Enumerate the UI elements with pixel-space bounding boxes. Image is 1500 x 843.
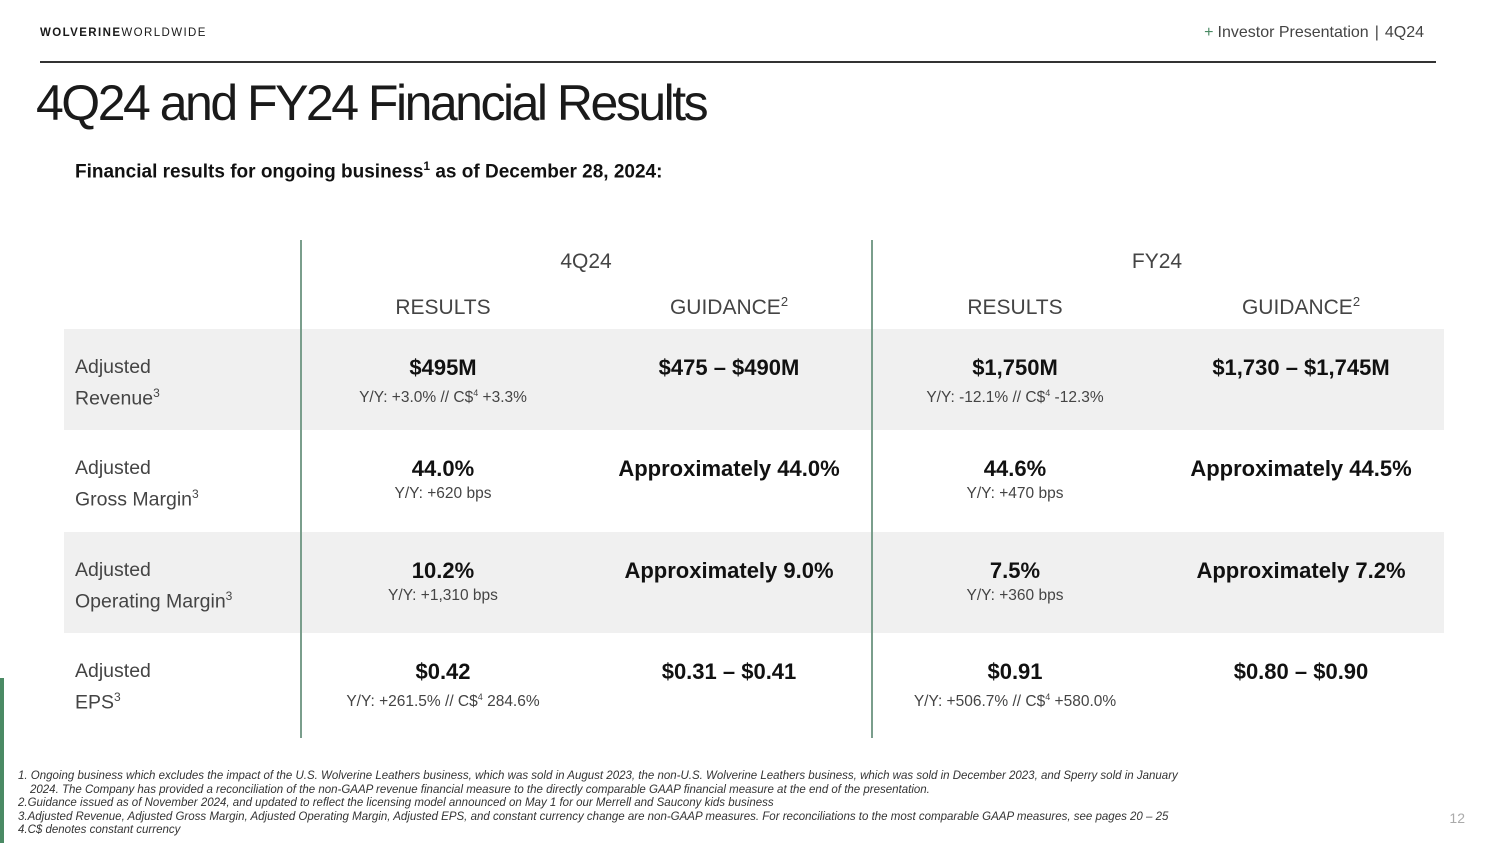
row-label-line1: Adjusted [75,457,151,479]
cell-yoy: Y/Y: +506.7% // C$4 +580.0% [913,692,1117,711]
logo-bold-text: WOLVERINE [40,27,122,39]
cell-value: Approximately 44.5% [1190,456,1412,481]
footnote-ref: 3 [225,589,233,603]
cell-fy24-guidance: $1,730 – $1,745M [1156,355,1446,381]
footnote-ref: 1 [423,159,431,173]
deck-period: 4Q24 [1384,24,1424,41]
column-divider [871,240,873,738]
footnote-1: 1. Ongoing business which excludes the i… [18,770,1178,782]
row-label: Adjusted EPS3 [75,658,151,716]
cell-fy24-results: $0.91 Y/Y: +506.7% // C$4 +580.0% [870,659,1160,714]
cell-fy24-guidance: Approximately 7.2% [1156,558,1446,584]
column-header: GUIDANCE2 [1241,294,1361,319]
cell-fy24-results: $1,750M Y/Y: -12.1% // C$4 -12.3% [870,355,1160,410]
row-label-line2: EPS [75,691,115,714]
row-label-line1: Adjusted [75,660,151,682]
footnote-ref: 3 [114,690,121,704]
cell-value: 7.5% [989,558,1041,583]
row-label: Adjusted Gross Margin3 [75,455,199,513]
row-label-line2: Operating Margin [75,590,226,613]
cell-value: $495M [409,355,477,380]
cell-value: Approximately 7.2% [1196,558,1406,583]
subtitle-text: Financial results for ongoing business [75,161,424,183]
cell-fy24-guidance: $0.80 – $0.90 [1156,659,1446,685]
period-header-fy24: FY24 [1131,250,1183,273]
deck-name: Investor Presentation [1217,24,1369,41]
header-divider: | [1374,24,1379,41]
cell-4q24-results: 44.0% Y/Y: +620 bps [298,456,588,506]
cell-value: $0.42 [415,659,471,684]
cell-4q24-guidance: Approximately 44.0% [584,456,874,482]
table-row-revenue: Adjusted Revenue3 $495M Y/Y: +3.0% // C$… [64,329,1444,430]
cell-4q24-results: 10.2% Y/Y: +1,310 bps [298,558,588,608]
column-header: RESULTS [967,296,1063,319]
cell-value: $1,730 – $1,745M [1212,355,1390,380]
cell-yoy: Y/Y: +261.5% // C$4 284.6% [346,692,540,711]
footnotes: 1. Ongoing business which excludes the i… [18,770,1418,838]
cell-value: 44.6% [983,456,1047,481]
cell-value: $0.31 – $0.41 [661,659,797,684]
table-row-operating-margin: Adjusted Operating Margin3 10.2% Y/Y: +1… [64,532,1444,633]
row-label-line2: Revenue [75,387,154,410]
cell-fy24-results: 7.5% Y/Y: +360 bps [870,558,1160,608]
footnote-1-cont: 2024. The Company has provided a reconci… [30,783,930,796]
cell-value: Approximately 9.0% [624,558,834,583]
table-row-gross-margin: Adjusted Gross Margin3 44.0% Y/Y: +620 b… [64,430,1444,531]
table-row-eps: Adjusted EPS3 $0.42 Y/Y: +261.5% // C$4 … [64,633,1444,734]
column-header: RESULTS [395,296,491,319]
header-context: + Investor Presentation | 4Q24 [1204,24,1424,42]
company-logo: WOLVERINEWORLDWIDE [40,27,207,39]
header-rule [40,61,1436,63]
plus-icon: + [1204,24,1214,41]
period-header-4q24: 4Q24 [560,250,612,273]
row-label: Adjusted Revenue3 [75,354,160,412]
footnote-4: 4.C$ denotes constant currency [18,824,181,837]
column-header: GUIDANCE2 [669,294,789,319]
page-title: 4Q24 and FY24 Financial Results [36,75,709,131]
cell-4q24-results: $495M Y/Y: +3.0% // C$4 +3.3% [298,355,588,410]
cell-yoy: Y/Y: +620 bps [394,485,492,502]
cell-value: $1,750M [972,355,1058,380]
subtitle-date: as of December 28, 2024: [430,161,663,183]
row-label: Adjusted Operating Margin3 [75,557,232,615]
row-label-line2: Gross Margin [75,488,193,511]
cell-value: $475 – $490M [658,355,800,380]
cell-yoy: Y/Y: +3.0% // C$4 +3.3% [359,388,527,407]
footnote-3: 3.Adjusted Revenue, Adjusted Gross Margi… [18,810,1169,823]
cell-value: $0.91 [987,659,1043,684]
footnote-ref: 3 [153,386,160,400]
logo-light-text: WORLDWIDE [121,27,207,39]
cell-fy24-guidance: Approximately 44.5% [1156,456,1446,482]
column-divider [300,240,302,738]
cell-fy24-results: 44.6% Y/Y: +470 bps [870,456,1160,506]
section-subtitle: Financial results for ongoing business1 … [75,159,662,183]
cell-yoy: Y/Y: +1,310 bps [388,587,498,604]
cell-yoy: Y/Y: +470 bps [966,485,1064,502]
footnote-2: 2.Guidance issued as of November 2024, a… [18,797,774,810]
row-label-line1: Adjusted [75,559,151,581]
cell-4q24-guidance: $0.31 – $0.41 [584,659,874,685]
cell-4q24-guidance: Approximately 9.0% [584,558,874,584]
footnote-ref: 3 [192,487,199,501]
cell-yoy: Y/Y: -12.1% // C$4 -12.3% [926,388,1104,407]
cell-value: 44.0% [411,456,475,481]
cell-yoy: Y/Y: +360 bps [966,587,1064,604]
cell-value: 10.2% [411,558,475,583]
accent-bar [0,678,4,843]
page-number: 12 [1449,810,1465,826]
row-label-line1: Adjusted [75,356,151,378]
cell-value: Approximately 44.0% [618,456,840,481]
cell-4q24-guidance: $475 – $490M [584,355,874,381]
cell-value: $0.80 – $0.90 [1233,659,1369,684]
cell-4q24-results: $0.42 Y/Y: +261.5% // C$4 284.6% [298,659,588,714]
